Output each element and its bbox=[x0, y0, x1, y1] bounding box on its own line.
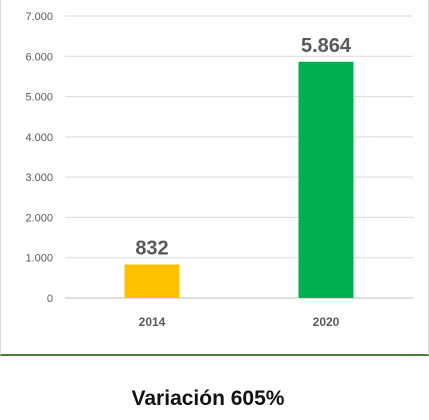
y-tick-label: 0 bbox=[47, 293, 53, 305]
x-category-label: 2020 bbox=[313, 315, 340, 329]
bar-2014 bbox=[124, 264, 180, 298]
bar-2020 bbox=[298, 61, 354, 298]
variation-text: Variación 605% bbox=[131, 387, 285, 410]
y-axis-ticks: 0 1.000 2.000 3.000 4.000 5.000 6.000 7.000 bbox=[25, 11, 53, 305]
y-tick-label: 1.000 bbox=[25, 253, 53, 265]
y-tick-label: 7.000 bbox=[25, 11, 53, 23]
variation-caption: Variación 605% bbox=[110, 378, 306, 420]
bars bbox=[124, 61, 354, 298]
data-label-2020: 5.864 bbox=[301, 35, 352, 57]
x-axis-categories: 2014 2020 bbox=[139, 315, 340, 329]
y-tick-label: 6.000 bbox=[25, 51, 53, 63]
y-tick-label: 3.000 bbox=[25, 172, 53, 184]
y-tick-label: 2.000 bbox=[25, 212, 53, 224]
data-label-2014: 832 bbox=[135, 237, 168, 259]
gridlines bbox=[65, 15, 413, 299]
chart-frame: 0 1.000 2.000 3.000 4.000 5.000 6.000 7.000 832… bbox=[0, 0, 429, 356]
y-tick-label: 5.000 bbox=[25, 92, 53, 104]
data-labels: 832 5.864 bbox=[135, 35, 352, 260]
bar-chart: 0 1.000 2.000 3.000 4.000 5.000 6.000 7.000 832… bbox=[25, 11, 413, 329]
y-tick-label: 4.000 bbox=[25, 132, 53, 144]
x-category-label: 2014 bbox=[139, 315, 166, 329]
